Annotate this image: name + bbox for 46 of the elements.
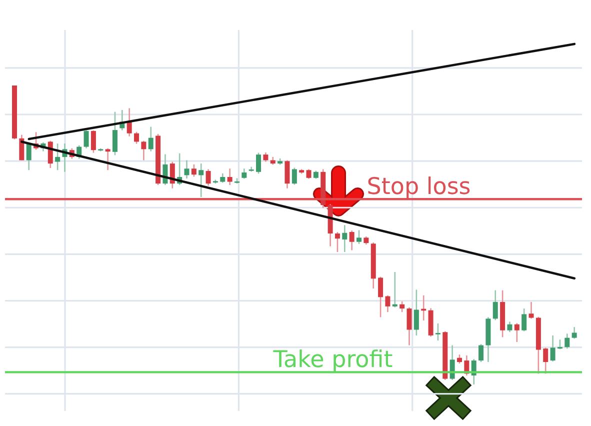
candlestick — [141, 140, 146, 161]
candlestick — [528, 301, 534, 320]
candlestick — [334, 231, 340, 253]
candlestick — [220, 172, 226, 184]
candlestick — [148, 126, 154, 152]
candlestick — [292, 167, 297, 186]
candlestick — [435, 322, 440, 342]
candlestick — [26, 142, 32, 171]
candlestick — [184, 160, 190, 180]
candlestick — [55, 142, 60, 171]
candlestick — [349, 230, 354, 251]
candlestick — [572, 326, 577, 340]
candlestick — [126, 108, 132, 137]
candlestick — [522, 308, 527, 332]
candlestick — [514, 322, 520, 343]
candlestick — [256, 152, 262, 174]
candlestick — [112, 111, 118, 156]
candlestick — [414, 289, 419, 336]
candlestick — [284, 160, 290, 189]
ref-line-label: Stop loss — [366, 174, 471, 200]
candlestick — [191, 164, 196, 178]
ref-line-label: Take profit — [272, 347, 393, 374]
candlestick — [406, 306, 412, 346]
candlestick — [400, 300, 405, 313]
candlestick — [385, 294, 390, 313]
candlestick — [392, 271, 398, 308]
candlestick — [557, 338, 562, 350]
candlestick — [206, 168, 211, 186]
candlestick — [564, 332, 570, 350]
candlestick — [507, 321, 512, 333]
candlestick — [492, 290, 498, 321]
candlestick — [306, 168, 312, 180]
candlestick — [356, 230, 362, 245]
candlestick — [105, 148, 110, 171]
candlestick — [84, 130, 89, 149]
candlestick — [227, 168, 232, 186]
candlestick — [134, 131, 140, 144]
candlestick — [478, 343, 484, 363]
candlestick — [242, 168, 247, 180]
candlestick — [378, 276, 384, 318]
candlestick — [263, 152, 268, 162]
candlestick — [48, 140, 53, 169]
candlestick — [90, 130, 96, 154]
candlestick — [198, 162, 204, 198]
candlestick — [342, 224, 348, 253]
candlestick — [550, 334, 556, 362]
